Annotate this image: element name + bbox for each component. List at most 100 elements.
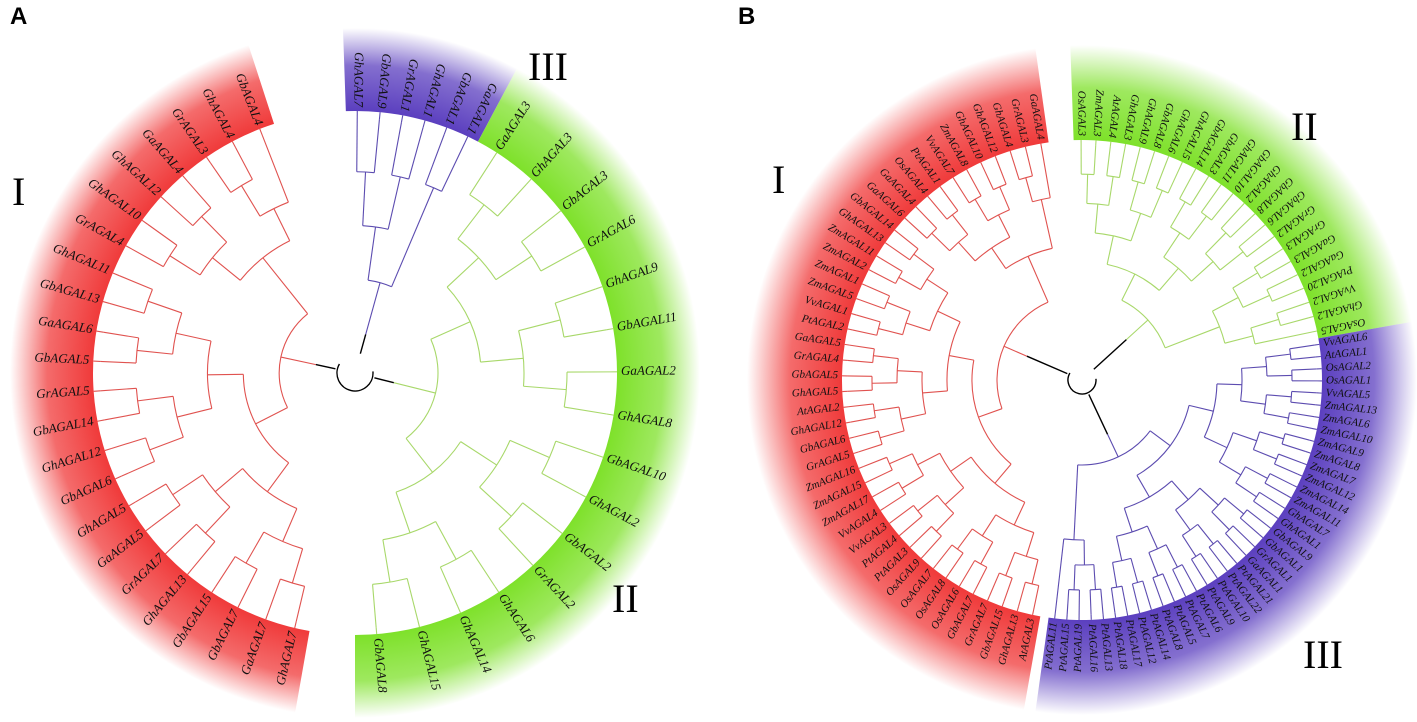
internal-arc (1148, 544, 1167, 554)
internal-arc (1220, 227, 1231, 238)
internal-arc (145, 437, 156, 462)
internal-branch (924, 535, 942, 555)
leaf-branch (1314, 416, 1320, 418)
leaf-branch (1024, 146, 1028, 152)
gene-label: VvAGAL5 (1325, 387, 1371, 401)
leaf-branch (231, 141, 237, 148)
internal-branch (176, 407, 212, 418)
internal-branch (1278, 453, 1303, 464)
root-arc (1067, 372, 1097, 395)
internal-branch (435, 521, 457, 560)
internal-branch (291, 548, 304, 584)
internal-branch (958, 241, 976, 262)
clade-stem (1107, 434, 1119, 458)
clade-0-band (9, 44, 310, 713)
leaf-branch (606, 328, 614, 331)
internal-branch (1197, 524, 1214, 545)
leaf-branch (898, 532, 904, 537)
internal-branch (1199, 487, 1219, 506)
internal-branch (1146, 525, 1159, 550)
internal-arc (1131, 179, 1145, 185)
leaf-branch (1040, 143, 1043, 149)
internal-branch (1155, 160, 1168, 189)
leaf-branch (1193, 586, 1197, 592)
internal-branch (1018, 582, 1026, 607)
leaf-branch (527, 559, 534, 566)
internal-branch (391, 187, 435, 287)
internal-arc (1208, 540, 1218, 548)
internal-branch (913, 526, 932, 545)
clade-stem (393, 382, 436, 394)
internal-branch (131, 248, 164, 268)
internal-branch (930, 199, 948, 220)
internal-arc (518, 330, 525, 387)
leaf-branch (97, 419, 105, 422)
internal-branch (210, 162, 232, 193)
internal-arc (1239, 509, 1248, 519)
leaf-branch (1242, 551, 1247, 556)
leaf-branch (1305, 451, 1311, 454)
internal-branch (1031, 559, 1039, 585)
internal-branch (373, 119, 380, 173)
leaf-branch (1124, 143, 1127, 150)
internal-arc (946, 321, 961, 391)
gene-label: AtAGAL2 (795, 401, 840, 418)
leaf-branch (595, 286, 603, 290)
internal-branch (1205, 232, 1227, 255)
internal-arc (1005, 247, 1053, 270)
internal-arc (362, 225, 389, 230)
clade-stem (280, 356, 317, 366)
internal-branch (137, 395, 174, 402)
internal-branch (1276, 303, 1305, 314)
internal-branch (186, 180, 212, 209)
internal-branch (1211, 511, 1230, 531)
internal-arc (1172, 564, 1183, 570)
leaf-branch (1308, 315, 1314, 319)
internal-branch (1289, 412, 1315, 418)
leaf-branch (1009, 150, 1013, 156)
internal-arc (1253, 491, 1260, 502)
internal-branch (191, 541, 216, 570)
root-branch (1093, 339, 1127, 370)
internal-arc (230, 178, 253, 193)
internal-branch (1073, 564, 1076, 590)
internal-branch (1011, 155, 1020, 180)
internal-branch (901, 474, 924, 489)
internal-branch (406, 578, 419, 621)
root-arc (336, 363, 374, 392)
internal-arc (1225, 525, 1234, 534)
internal-branch (282, 508, 298, 542)
internal-branch (1238, 227, 1262, 248)
internal-branch (111, 437, 146, 450)
internal-branch (522, 502, 557, 530)
clade-stem (365, 282, 381, 335)
internal-branch (898, 232, 919, 250)
leaf-branch (868, 269, 874, 273)
leaf-branch (1160, 601, 1164, 607)
internal-branch (951, 214, 969, 235)
gene-label: GbAGAL5 (34, 349, 90, 367)
leaf-branch (526, 178, 532, 185)
internal-branch (1280, 317, 1309, 327)
leaf-branch (858, 466, 864, 469)
internal-arc (196, 523, 216, 542)
internal-branch (1188, 404, 1214, 412)
clade-1-group: GhAGAL7 GbAGAL9 GrAGAL1GhAGAL1GbAGAL1GaAGA… (342, 28, 517, 335)
internal-branch (936, 544, 953, 565)
internal-branch (1242, 294, 1270, 308)
leaf-branch (1292, 274, 1298, 278)
leaf-branch (1292, 484, 1298, 488)
internal-branch (1123, 508, 1133, 533)
internal-arc (1132, 580, 1143, 585)
leaf-branch (494, 585, 500, 593)
gene-label: GrAGAL4 (793, 350, 840, 366)
internal-branch (863, 456, 887, 468)
leaf-branch (1126, 610, 1129, 616)
internal-branch (847, 359, 873, 364)
leaf-branch (1152, 151, 1156, 157)
internal-branch (563, 329, 607, 338)
internal-branch (1265, 353, 1291, 358)
panel-a-clade-iii-label: III (528, 44, 568, 89)
internal-branch (898, 276, 921, 291)
leaf-branch (1166, 156, 1170, 162)
